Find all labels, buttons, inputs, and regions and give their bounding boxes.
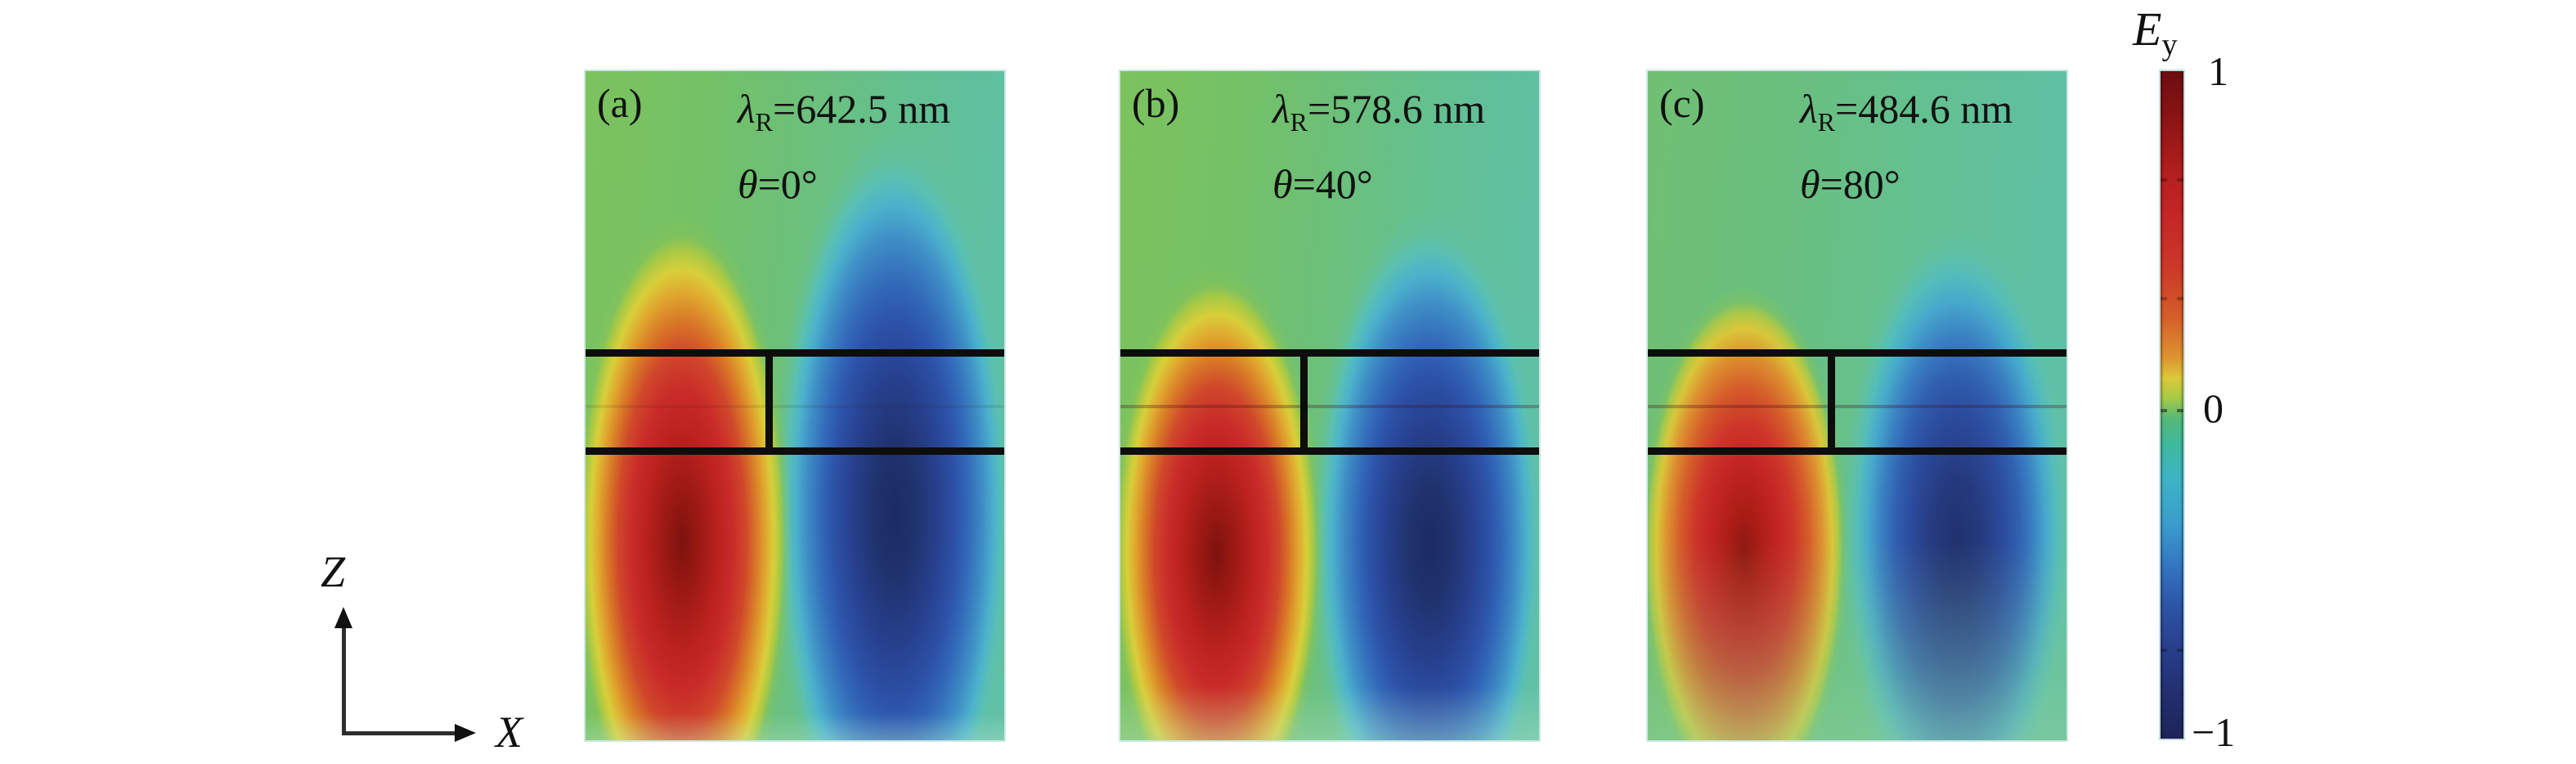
thin-layer-line — [1648, 405, 2067, 408]
colorbar-tick-label-zero: 0 — [2203, 385, 2224, 431]
positive-field-lobe — [1648, 71, 2067, 740]
colorbar-minor-tick — [2177, 178, 2183, 182]
colorbar-minor-tick — [2177, 297, 2183, 300]
thin-layer-line — [586, 405, 1004, 408]
field-panel-c: (c) λR=484.6 nm θ=80° — [1646, 70, 2068, 742]
positive-field-lobe — [1120, 71, 1539, 740]
panel-annotation: λR=484.6 nm θ=80° — [1800, 78, 2013, 215]
lambda-value: =484.6 nm — [1835, 86, 2013, 132]
x-axis-line — [342, 731, 458, 735]
theta-label: θ=40° — [1272, 153, 1485, 215]
lambda-label: λR=484.6 nm — [1800, 78, 2013, 153]
ridge-divider-line — [1300, 349, 1308, 455]
waveguide-bottom-line — [1120, 447, 1539, 455]
waveguide-bottom-line — [586, 447, 1004, 455]
colorbar-title: Ey — [2133, 2, 2177, 63]
waveguide-top-line — [1120, 349, 1539, 357]
z-axis-label: Z — [321, 547, 346, 596]
ridge-divider-line — [1828, 349, 1835, 455]
panel-tag: (b) — [1132, 80, 1180, 126]
colorbar-minor-tick — [2177, 649, 2183, 652]
waveguide-top-line — [1648, 349, 2067, 357]
theta-value: =80° — [1820, 161, 1901, 207]
theta-symbol: θ — [738, 161, 758, 207]
theta-label: θ=80° — [1800, 153, 2013, 215]
panel-annotation: λR=578.6 nm θ=40° — [1272, 78, 1485, 215]
theta-label: θ=0° — [738, 153, 950, 215]
theta-value: =40° — [1292, 161, 1373, 207]
colorbar-tick-label-min: −1 — [2192, 709, 2236, 755]
x-axis-label: X — [496, 708, 523, 757]
lambda-label: λR=578.6 nm — [1272, 78, 1485, 153]
colorbar-zero-tick — [2161, 409, 2167, 412]
lambda-label: λR=642.5 nm — [738, 78, 950, 153]
field-panel-a: (a) λR=642.5 nm θ=0° — [584, 70, 1006, 742]
theta-value: =0° — [757, 161, 818, 207]
lambda-symbol: λ — [1272, 86, 1290, 132]
lambda-symbol: λ — [1800, 86, 1818, 132]
z-axis-line — [342, 622, 346, 735]
field-bottom-fade — [1120, 71, 1539, 740]
ridge-divider-line — [765, 349, 773, 455]
positive-field-lobe — [586, 71, 1004, 740]
colorbar-zero-tick — [2177, 409, 2183, 412]
colorbar-title-symbol: E — [2133, 2, 2162, 56]
colorbar-minor-tick — [2161, 649, 2167, 652]
lambda-value: =642.5 nm — [773, 86, 951, 132]
waveguide-top-line — [586, 349, 1004, 357]
colorbar-title-subscript: y — [2161, 28, 2178, 62]
thin-layer-line — [1120, 405, 1539, 408]
theta-symbol: θ — [1800, 161, 1820, 207]
waveguide-bottom-line — [1648, 447, 2067, 455]
panel-annotation: λR=642.5 nm θ=0° — [738, 78, 950, 215]
lambda-value: =578.6 nm — [1308, 86, 1486, 132]
right-arrowhead-icon — [455, 724, 476, 742]
colorbar-minor-tick — [2161, 178, 2167, 182]
field-bottom-fade — [1648, 71, 2067, 740]
colorbar-minor-tick — [2161, 297, 2167, 300]
colorbar-tick-label-max: 1 — [2208, 48, 2228, 94]
panel-tag: (c) — [1659, 80, 1705, 126]
lambda-symbol: λ — [738, 86, 756, 132]
up-arrowhead-icon — [334, 607, 352, 628]
lambda-subscript: R — [755, 107, 773, 137]
field-panel-b: (b) λR=578.6 nm θ=40° — [1119, 70, 1541, 742]
theta-symbol: θ — [1272, 161, 1293, 207]
lambda-subscript: R — [1290, 107, 1308, 137]
colorbar — [2159, 70, 2185, 740]
lambda-subscript: R — [1817, 107, 1835, 137]
panel-tag: (a) — [597, 80, 643, 126]
field-bottom-fade — [586, 71, 1004, 740]
